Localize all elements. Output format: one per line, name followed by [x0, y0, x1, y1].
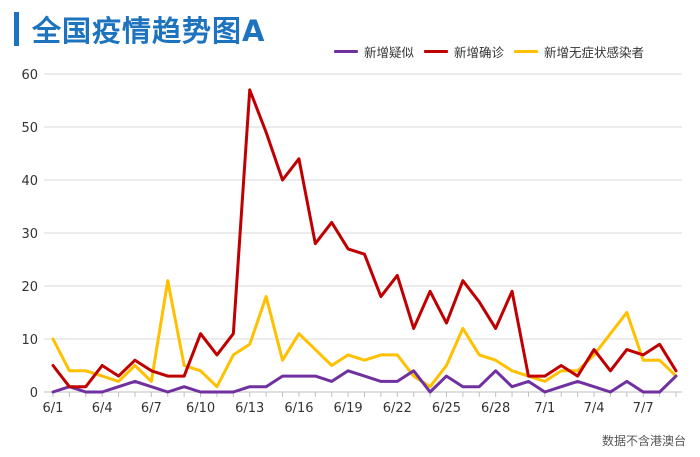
legend-label-suspected: 新增疑似 [364, 45, 415, 60]
legend-item-confirmed: 新增确诊 [424, 42, 504, 61]
legend: 新增疑似 新增确诊 新增无症状感染者 [334, 42, 654, 61]
x-tick-label: 7/1 [534, 401, 555, 416]
y-tick-label: 0 [30, 386, 38, 401]
x-tick-label: 6/16 [284, 401, 313, 416]
x-tick-label: 6/1 [43, 401, 64, 416]
x-tick-label: 6/13 [235, 401, 264, 416]
x-tick-label: 6/19 [334, 401, 363, 416]
series-line-suspected [51, 369, 678, 394]
legend-label-confirmed: 新增确诊 [454, 45, 505, 60]
y-tick-label: 30 [21, 227, 38, 242]
legend-label-asymptomatic: 新增无症状感染者 [544, 45, 645, 60]
title-accent-bar [14, 12, 19, 46]
x-tick-label: 6/10 [186, 401, 215, 416]
x-tick-label: 6/22 [383, 401, 412, 416]
legend-swatch-asymptomatic [514, 50, 539, 53]
footnote: 数据不含港澳台 [601, 434, 686, 448]
x-tick-label: 7/7 [633, 401, 654, 416]
grid-layer [44, 73, 682, 393]
series-layer [51, 88, 678, 394]
x-tick-label: 6/28 [481, 401, 510, 416]
legend-item-asymptomatic: 新增无症状感染者 [514, 42, 644, 61]
y-tick-label: 60 [21, 68, 38, 83]
x-tick-label: 6/25 [432, 401, 461, 416]
legend-item-suspected: 新增疑似 [334, 42, 414, 61]
legend-swatch-confirmed [424, 50, 449, 53]
legend-swatch-suspected [334, 50, 358, 53]
chart-title: 全国疫情趋势图A [32, 14, 266, 48]
y-tick-label: 20 [21, 280, 38, 295]
y-tick-label: 40 [21, 174, 38, 189]
series-line-confirmed [51, 88, 678, 389]
x-tick-label: 6/4 [92, 401, 113, 416]
x-tick-label: 7/4 [584, 401, 605, 416]
y-tick-label: 10 [21, 333, 38, 348]
x-tick-label: 6/7 [141, 401, 162, 416]
axis-layer: 0 10 20 30 40 50 60 6/1 6/4 6/7 6/10 6/13 6/16 6/19 6/… [21, 68, 677, 416]
y-tick-label: 50 [21, 121, 38, 136]
